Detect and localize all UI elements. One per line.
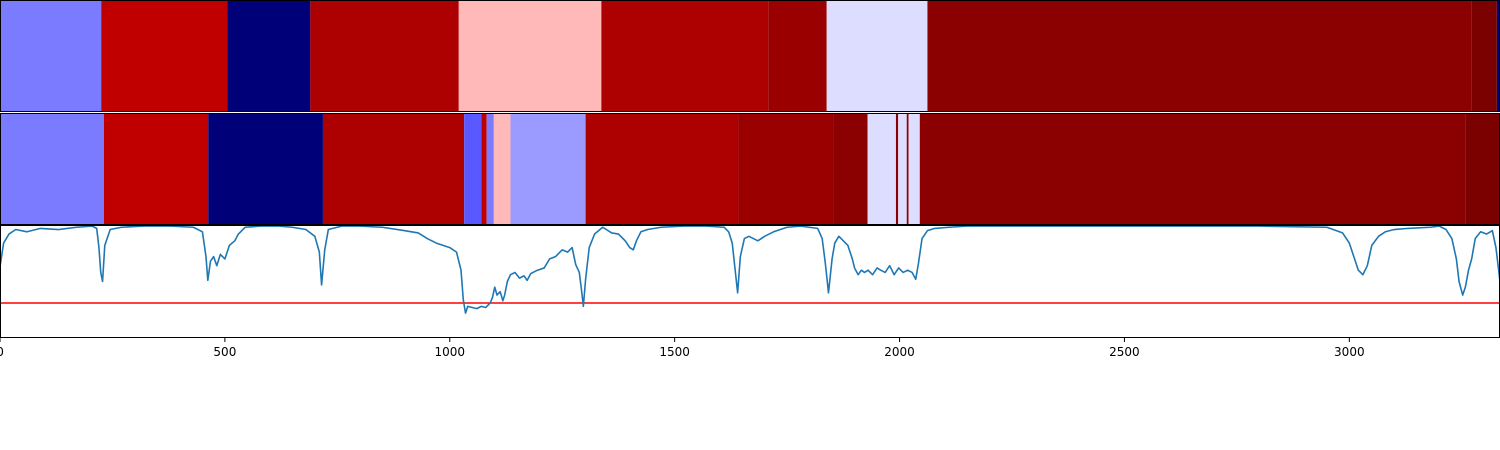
strip-segment xyxy=(101,0,228,112)
strip-segment xyxy=(322,113,465,225)
strip-segment xyxy=(1471,0,1497,112)
x-tick-label: 500 xyxy=(213,345,236,359)
strip-segment xyxy=(510,113,586,225)
strip-segment xyxy=(898,113,907,225)
strip-segment xyxy=(458,0,602,112)
x-tick-label: 2500 xyxy=(1109,345,1140,359)
strip-segment xyxy=(464,113,482,225)
signal-line xyxy=(0,225,1500,314)
top-segmentation-strip xyxy=(0,0,1500,112)
strip-segment xyxy=(906,113,909,225)
strip-segment xyxy=(919,113,1466,225)
signal-line-panel xyxy=(0,225,1500,338)
middle-segmentation-strip xyxy=(0,113,1500,225)
x-tick-label: 1000 xyxy=(435,345,466,359)
strip-segment xyxy=(208,113,323,225)
strip-segment xyxy=(867,113,896,225)
strip-segment xyxy=(738,113,834,225)
x-tick-label: 3000 xyxy=(1334,345,1365,359)
x-axis: 0 500 1000 1500 2000 2500 3000 xyxy=(0,338,1365,359)
strip-segment xyxy=(768,0,827,112)
strip-segment xyxy=(227,0,311,112)
strip-segment xyxy=(833,113,868,225)
x-tick-label: 2000 xyxy=(884,345,915,359)
x-tick-label: 0 xyxy=(0,345,4,359)
strip-segment xyxy=(0,0,102,112)
strip-segment xyxy=(1496,0,1500,112)
line-panel-background xyxy=(0,225,1500,338)
x-tick-label: 1500 xyxy=(659,345,690,359)
strip-segment xyxy=(601,0,769,112)
strip-segment xyxy=(585,113,739,225)
strip-segment xyxy=(0,113,104,225)
strip-segment xyxy=(908,113,920,225)
strip-segment xyxy=(826,0,928,112)
strip-segment xyxy=(310,0,459,112)
strip-segment xyxy=(481,113,487,225)
strip-segment xyxy=(493,113,511,225)
strip-segment xyxy=(927,0,1472,112)
strip-segment xyxy=(103,113,209,225)
strip-segment xyxy=(486,113,494,225)
strip-segment xyxy=(895,113,899,225)
strip-segment xyxy=(1465,113,1500,225)
